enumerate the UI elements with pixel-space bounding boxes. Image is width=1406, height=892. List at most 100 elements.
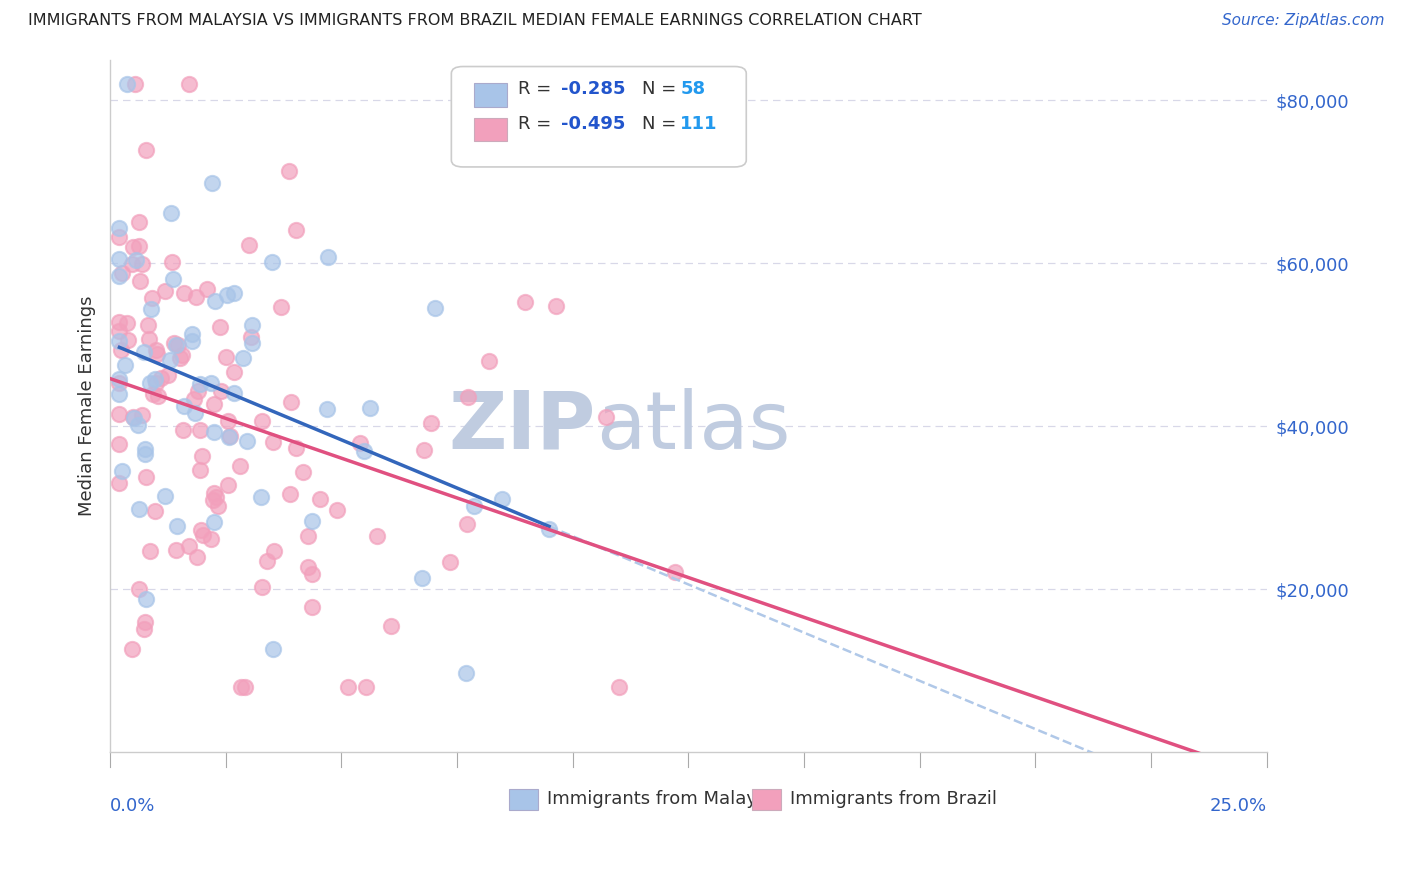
Point xyxy=(240,318,263,333)
Point xyxy=(297,529,319,543)
Point xyxy=(284,441,307,455)
Point xyxy=(423,301,446,315)
Point xyxy=(229,459,252,474)
Point xyxy=(108,252,131,266)
Point xyxy=(108,315,131,329)
FancyBboxPatch shape xyxy=(474,118,508,141)
Point xyxy=(262,434,284,449)
Point xyxy=(301,514,323,528)
Point xyxy=(159,353,181,368)
Point xyxy=(172,423,194,437)
Point xyxy=(108,268,131,283)
Point xyxy=(337,680,360,694)
Point xyxy=(145,343,167,357)
Point xyxy=(456,516,478,531)
Point xyxy=(135,470,157,484)
Point xyxy=(316,250,339,264)
Point xyxy=(146,347,169,361)
Point xyxy=(270,300,292,314)
Point xyxy=(132,345,155,359)
Point xyxy=(222,365,245,379)
Point xyxy=(169,351,191,365)
Point xyxy=(156,368,179,382)
Point xyxy=(187,384,209,398)
Text: N =: N = xyxy=(643,115,682,133)
Point xyxy=(143,504,166,518)
Point xyxy=(217,478,239,492)
Point xyxy=(457,390,479,404)
Point xyxy=(108,376,131,391)
Point xyxy=(238,238,260,252)
Point xyxy=(353,444,375,458)
Text: N =: N = xyxy=(643,80,682,98)
Point xyxy=(292,465,315,479)
FancyBboxPatch shape xyxy=(474,83,508,107)
Point xyxy=(183,392,205,407)
Point xyxy=(278,486,301,500)
Point xyxy=(134,442,156,456)
Point xyxy=(121,642,143,657)
Point xyxy=(538,522,561,536)
Point xyxy=(491,491,513,506)
Text: 111: 111 xyxy=(681,115,718,133)
Point xyxy=(233,680,256,694)
Point xyxy=(139,544,162,558)
Point xyxy=(114,358,136,372)
Point xyxy=(207,499,229,513)
Point xyxy=(260,255,283,269)
Point xyxy=(108,475,131,490)
Point xyxy=(108,324,131,338)
Point xyxy=(188,376,211,391)
Point xyxy=(217,414,239,428)
Point xyxy=(122,411,145,425)
Point xyxy=(250,414,273,428)
Text: R =: R = xyxy=(519,115,557,133)
Point xyxy=(217,288,239,302)
Point xyxy=(163,336,186,351)
Point xyxy=(131,408,153,422)
Point xyxy=(240,335,263,350)
Point xyxy=(202,492,225,507)
Point xyxy=(141,291,163,305)
Point xyxy=(132,622,155,636)
Point xyxy=(128,501,150,516)
Point xyxy=(129,274,152,288)
Point xyxy=(166,338,188,352)
Point xyxy=(131,257,153,271)
Point xyxy=(309,492,332,507)
Point xyxy=(190,523,212,537)
Point xyxy=(181,334,204,348)
Point xyxy=(202,397,225,411)
Point xyxy=(263,544,285,558)
Point xyxy=(546,300,568,314)
Point xyxy=(229,680,252,694)
Point xyxy=(128,582,150,596)
Point xyxy=(200,376,222,390)
Point xyxy=(219,429,242,443)
Point xyxy=(165,543,187,558)
Text: R =: R = xyxy=(519,80,557,98)
Point xyxy=(664,565,686,579)
Point xyxy=(121,257,143,271)
Point xyxy=(166,519,188,533)
Point xyxy=(595,409,617,424)
Point xyxy=(125,253,148,268)
Point xyxy=(108,230,131,244)
Point xyxy=(111,266,134,280)
Point xyxy=(250,491,273,505)
Point xyxy=(115,77,138,91)
Point xyxy=(222,285,245,300)
Point xyxy=(117,333,139,347)
Y-axis label: Median Female Earnings: Median Female Earnings xyxy=(79,295,96,516)
Point xyxy=(463,499,485,513)
Point xyxy=(209,384,232,398)
Text: Immigrants from Malaysia: Immigrants from Malaysia xyxy=(547,789,783,807)
Point xyxy=(135,143,157,157)
Point xyxy=(349,435,371,450)
Point xyxy=(301,566,323,581)
Point xyxy=(160,206,183,220)
Point xyxy=(160,255,183,269)
Point xyxy=(184,289,207,303)
Point xyxy=(218,430,240,444)
Point xyxy=(121,409,143,424)
